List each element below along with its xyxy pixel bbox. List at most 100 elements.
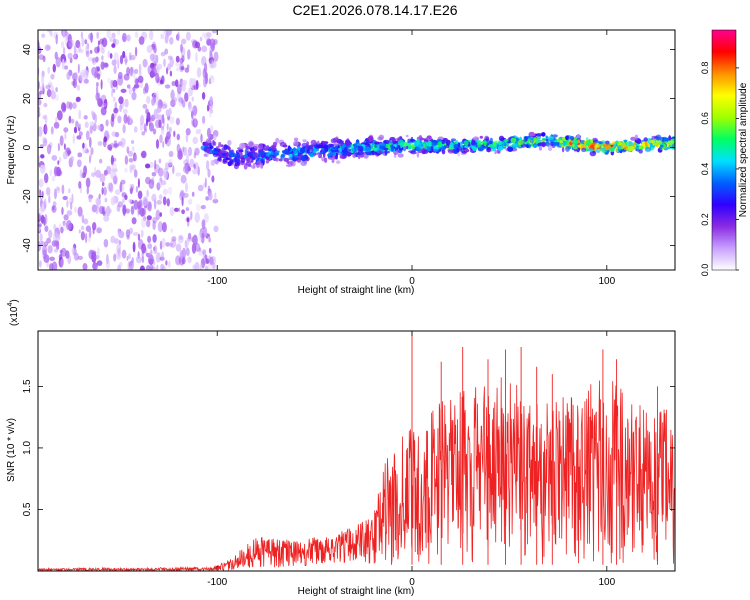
- spectrogram-noise-cell: [178, 207, 181, 213]
- spectrogram-noise-cell: [95, 204, 99, 215]
- snr-y-tick-label: 0.5: [22, 502, 33, 516]
- spectrogram-noise-cell: [137, 190, 143, 200]
- spectrogram-noise-cell: [134, 46, 138, 57]
- spectrogram-noise-cell: [38, 126, 43, 137]
- snr-y-tick-label: 1.5: [22, 379, 33, 393]
- spectrogram-signal-cell: [227, 139, 232, 146]
- spectrogram-noise-cell: [210, 109, 214, 114]
- spectrogram-signal-cell: [263, 145, 269, 151]
- snr-x-label: Height of straight line (km): [298, 586, 415, 597]
- spectrogram-noise-cell: [66, 71, 71, 80]
- spectrogram-signal-cell: [540, 143, 547, 147]
- spectrogram-noise-cell: [184, 92, 189, 102]
- snr-series: [38, 331, 675, 571]
- spectrogram-signal-cell: [296, 158, 302, 163]
- spectrogram-noise-cell: [179, 250, 184, 259]
- spectrogram-signal-cell: [294, 137, 298, 142]
- spectrogram-noise-cell: [204, 177, 207, 188]
- spectrogram-noise-cell: [211, 30, 217, 34]
- spectrogram-signal-cell: [410, 138, 416, 142]
- spectrogram-noise-cell: [69, 101, 73, 110]
- spectrogram-noise-cell: [176, 133, 180, 141]
- spectrogram-noise-cell: [194, 115, 197, 126]
- spectrogram-signal-cell: [335, 150, 340, 153]
- spectrogram-noise-cell: [90, 32, 93, 44]
- spectrogram-noise-cell: [174, 79, 179, 88]
- spectrogram-signal-cell: [667, 140, 675, 146]
- spectrogram-signal-cell: [300, 160, 308, 166]
- spectrogram-signal-cell: [259, 150, 266, 156]
- spectrogram-noise-cell: [39, 260, 42, 268]
- spectrogram-noise-cell: [156, 63, 163, 70]
- spectrogram-noise-cell: [146, 95, 151, 104]
- spectrogram-noise-cell: [166, 198, 170, 207]
- spectrogram-noise-cell: [89, 49, 93, 54]
- spectrogram-noise-cell: [149, 30, 154, 41]
- spectrogram-noise-cell: [153, 245, 158, 255]
- spectrogram-noise-cell: [199, 36, 203, 42]
- spectrogram-noise-cell: [168, 260, 171, 269]
- spectrogram-signal-cell: [528, 131, 535, 138]
- spectrogram-noise-cell: [145, 163, 151, 169]
- spectrogram-signal-cell: [562, 142, 567, 147]
- spectrogram-noise-cell: [171, 236, 177, 242]
- spectrogram-noise-cell: [85, 130, 90, 141]
- spectrogram-noise-cell: [149, 161, 154, 169]
- spectrogram-noise-cell: [148, 179, 155, 190]
- spectrogram-signal-cell: [445, 144, 450, 149]
- spectrogram-noise-cell: [106, 165, 112, 175]
- spectrogram-noise-cell: [111, 131, 117, 137]
- spectrogram-noise-cell: [154, 159, 157, 170]
- spectrogram-noise-cell: [81, 214, 85, 224]
- spectrogram-noise-cell: [205, 160, 210, 171]
- spectrogram-signal-cell: [604, 140, 610, 145]
- spectrogram-noise-cell: [74, 206, 77, 213]
- spectrogram-noise-cell: [170, 89, 175, 99]
- spectrogram-noise-cell: [208, 247, 212, 254]
- spectrogram-noise-cell: [66, 200, 69, 208]
- snr-frame: [37, 330, 676, 572]
- spectrogram-noise-cell: [41, 33, 46, 38]
- spectrogram-noise-cell: [188, 146, 192, 157]
- spectrogram-noise-cell: [206, 127, 212, 138]
- spectrogram-noise-cell: [89, 125, 93, 134]
- spectrogram-noise-cell: [140, 229, 144, 238]
- spectrogram-signal-cell: [615, 141, 619, 145]
- spectrogram-noise-cell: [44, 225, 49, 232]
- spectrogram-signal-cell: [492, 142, 497, 147]
- spectrogram-noise-cell: [204, 254, 208, 260]
- spectrogram-noise-cell: [126, 34, 131, 42]
- snr-x-ticks: -100 0 100: [207, 331, 616, 588]
- spectrogram-noise-cell: [182, 100, 186, 108]
- spectrogram-noise-cell: [50, 30, 53, 38]
- spectrogram-noise-cell: [155, 139, 160, 149]
- spectrogram-signal-cell: [427, 140, 432, 147]
- spectrogram-noise-cell: [205, 72, 208, 79]
- spectrogram-noise-cell: [163, 58, 166, 67]
- spectrogram-noise-cell: [114, 39, 120, 45]
- spectrogram-noise-cell: [164, 135, 169, 143]
- spectrogram-noise-cell: [43, 216, 46, 226]
- spectrogram-noise-cell: [207, 168, 211, 178]
- spectrogram-noise-cell: [140, 114, 145, 126]
- spectrogram-noise-cell: [83, 165, 88, 176]
- spectrogram-x-tick-label: 0: [409, 276, 415, 287]
- spectrogram-noise-cell: [54, 188, 57, 200]
- spectrogram-signal-cell: [572, 143, 575, 148]
- spectrogram-noise-cell: [169, 59, 175, 65]
- spectrogram-noise-cell: [42, 240, 48, 246]
- spectrogram-noise-cell: [50, 73, 55, 80]
- spectrogram-noise-cell: [101, 102, 107, 108]
- spectrogram-noise-cell: [194, 41, 201, 49]
- spectrogram-noise-cell: [43, 241, 48, 247]
- spectrogram-noise-cell: [125, 208, 130, 214]
- spectrogram-noise-cell: [211, 175, 215, 183]
- snr-y-label: SNR (10 * v/v): [6, 418, 17, 482]
- spectrogram-signal-cell: [498, 143, 502, 146]
- spectrogram-noise-cell: [56, 110, 63, 121]
- colorbar-tick-label: 0.4: [700, 163, 710, 176]
- spectrogram-signal-cell: [331, 158, 335, 163]
- spectrogram-signal-cell: [239, 142, 246, 149]
- spectrogram-y-label: Frequency (Hz): [6, 116, 17, 185]
- spectrogram-noise-cell: [55, 34, 58, 45]
